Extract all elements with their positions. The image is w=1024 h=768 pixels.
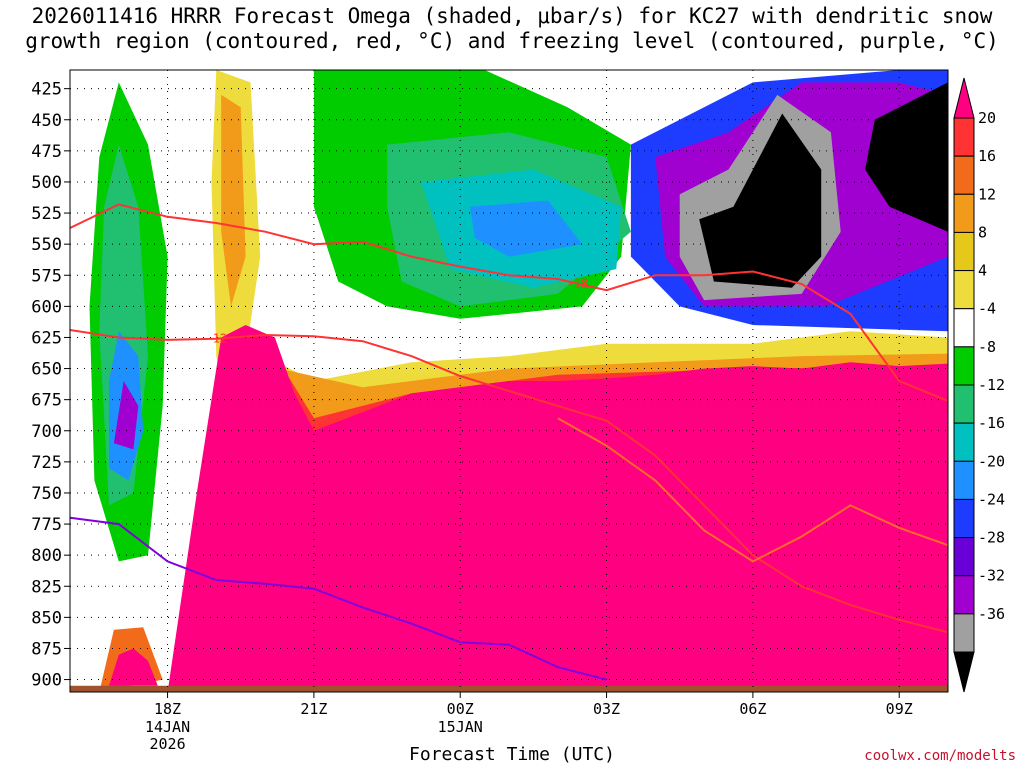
y-tick-label-775: 775 xyxy=(31,515,62,535)
y-tick-label-425: 425 xyxy=(31,80,62,100)
axes: 425 450 475 500 525 550 575 600 625 650 675 700 725 7… xyxy=(31,69,949,753)
contour-line-0 xyxy=(70,329,948,634)
y-tick-label-750: 750 xyxy=(31,484,62,504)
y-tick-label-850: 850 xyxy=(31,608,62,628)
omega-shade-5 xyxy=(221,94,246,307)
colorbar-swatch-3 xyxy=(953,193,975,233)
colorbar-label-3: 8 xyxy=(978,223,987,241)
colorbar-swatch-12 xyxy=(953,537,975,577)
contour-line-2 xyxy=(557,417,948,563)
y-tick-label-550: 550 xyxy=(31,235,62,255)
colorbar-swatch-6 xyxy=(953,308,975,348)
y-tick-label-800: 800 xyxy=(31,546,62,566)
x-tick-label-06Z: 06Z xyxy=(739,700,766,718)
contour-line-1 xyxy=(70,203,948,402)
colorbar-swatch-9 xyxy=(953,422,975,462)
x-tick-label-00Z: 00Z xyxy=(447,700,474,718)
colorbar-swatch-11 xyxy=(953,498,975,539)
omega-region-1 xyxy=(109,648,158,686)
colorbar: 20 16 12 8 4 -4 -8 -12 -16 -20 -24 -28 -32 -36 xyxy=(953,77,1005,693)
colorbar-label-9: -20 xyxy=(978,452,1005,470)
colorbar-swatch-10 xyxy=(953,460,975,500)
colorbar-swatch-4 xyxy=(953,231,975,272)
x-tick-label-09Z: 09Z xyxy=(886,700,913,718)
title-line-1: 2026011416 HRRR Forecast Omega (shaded, … xyxy=(31,4,993,28)
y-tick-label-600: 600 xyxy=(31,297,62,317)
colorbar-swatch-14 xyxy=(953,613,975,653)
x-tick-label-18Z: 18Z xyxy=(154,700,181,718)
y-tick-label-525: 525 xyxy=(31,204,62,224)
y-tick-label-650: 650 xyxy=(31,360,62,380)
colorbar-swatch-8 xyxy=(953,384,975,424)
x-tick-label-21Z: 21Z xyxy=(300,700,327,718)
y-tick-label-500: 500 xyxy=(31,173,62,193)
colorbar-label-11: -28 xyxy=(978,529,1005,547)
plot-frame xyxy=(69,69,949,693)
colorbar-label-5: -4 xyxy=(978,300,996,318)
y-tick-label-825: 825 xyxy=(31,577,62,597)
omega-shade-3 xyxy=(113,381,139,450)
colorbar-label-4: 4 xyxy=(978,262,987,280)
y-tick-label-725: 725 xyxy=(31,453,62,473)
omega-shade-9 xyxy=(470,200,583,257)
omega-shade-14 xyxy=(865,82,948,232)
contour-line-3 xyxy=(70,516,607,681)
y-tick-label-450: 450 xyxy=(31,111,62,131)
colorbar-swatch-13 xyxy=(953,575,975,615)
colorbar-label-7: -12 xyxy=(978,376,1005,394)
contour-label-1: -18 xyxy=(566,276,588,290)
y-tick-label-575: 575 xyxy=(31,266,62,286)
plot-area: -12 -18 xyxy=(70,70,948,692)
ground-strip xyxy=(70,685,948,692)
y-tick-label-475: 475 xyxy=(31,142,62,162)
title-line-2: growth region (contoured, red, °C) and f… xyxy=(25,29,999,53)
y-tick-label-900: 900 xyxy=(31,671,62,691)
x-tick-date-18Z: 14JAN xyxy=(145,718,190,736)
colorbar-label-10: -24 xyxy=(978,490,1005,508)
chart-title: 2026011416 HRRR Forecast Omega (shaded, … xyxy=(0,4,1024,54)
colorbar-bottom-triangle xyxy=(953,651,975,693)
colorbar-top-triangle xyxy=(953,77,975,119)
colorbar-swatch-2 xyxy=(953,155,975,195)
colorbar-label-13: -36 xyxy=(978,605,1005,623)
colorbar-label-0: 20 xyxy=(978,109,996,127)
colorbar-label-2: 12 xyxy=(978,185,996,203)
colorbar-swatch-7 xyxy=(953,346,975,386)
y-tick-label-625: 625 xyxy=(31,328,62,348)
y-tick-label-875: 875 xyxy=(31,639,62,659)
x-axis-title: Forecast Time (UTC) xyxy=(409,744,615,765)
colorbar-swatch-1 xyxy=(953,117,975,157)
site-credit: coolwx.com/modelts xyxy=(864,748,1016,764)
omega-region-0 xyxy=(167,325,948,692)
y-tick-label-675: 675 xyxy=(31,391,62,411)
x-tick-label-03Z: 03Z xyxy=(593,700,620,718)
colorbar-swatch-5 xyxy=(953,270,975,310)
contour-label-0: -12 xyxy=(205,332,227,346)
y-tick-label-700: 700 xyxy=(31,422,62,442)
colorbar-label-6: -8 xyxy=(978,338,996,356)
omega-shade-13 xyxy=(699,113,822,288)
colorbar-label-12: -32 xyxy=(978,567,1005,585)
colorbar-label-8: -16 xyxy=(978,414,1005,432)
colorbar-label-1: 16 xyxy=(978,147,996,165)
x-tick-date-00Z: 15JAN xyxy=(438,718,483,736)
x-tick-year-18Z: 2026 xyxy=(149,735,185,753)
